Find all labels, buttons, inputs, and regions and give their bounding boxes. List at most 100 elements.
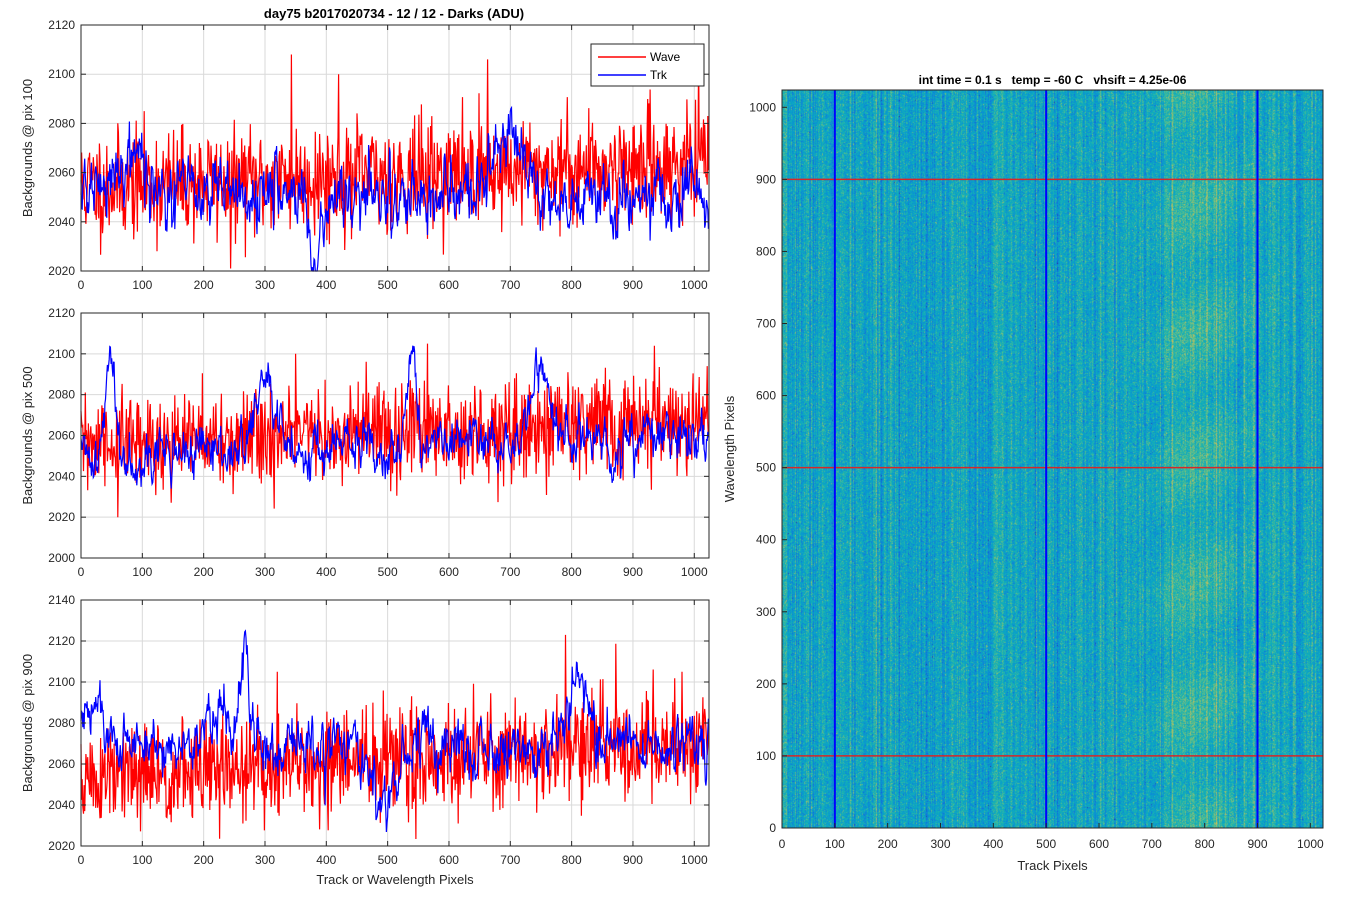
x-tick-label: 500 [378,565,398,579]
x-tick-label: 0 [78,278,85,292]
heatmap-panel: int time = 0.1 s temp = -60 C vhsift = 4… [722,73,1324,873]
y-tick-label: 2040 [48,798,75,812]
panel-pix-900: 0 100 200 300 400 500 600 700 800 900 1000 2020 204… [20,593,710,887]
x-tick-label: 700 [500,565,520,579]
heatmap-cut-lines [782,90,1323,828]
trk-line [80,629,709,833]
x-tick-label: 400 [316,853,336,867]
heatmap-x-label: Track Pixels [1017,858,1088,873]
panel-pix-500-y-label: Backgrounds @ pix 500 [20,366,35,504]
x-tick-label: 0 [78,853,85,867]
y-tick-label: 2000 [48,551,75,565]
x-tick-label: 600 [439,853,459,867]
y-tick-label: 100 [756,749,776,763]
y-tick-label: 500 [756,461,776,475]
y-tick-label: 1000 [749,100,776,114]
x-tick-label: 100 [132,565,152,579]
x-tick-label: 300 [930,837,950,851]
y-tick-label: 2020 [48,510,75,524]
x-tick-label: 600 [439,278,459,292]
x-tick-label: 700 [500,853,520,867]
x-tick-label: 1000 [681,278,708,292]
panel-pix-100-x-ticks: 0 100 200 300 400 500 600 700 800 900 1000 [78,25,708,292]
panel-pix-500: 0 100 200 300 400 500 600 700 800 900 1000 2000 202… [20,306,710,579]
x-tick-label: 300 [255,853,275,867]
panel-pix-900-x-label: Track or Wavelength Pixels [316,872,474,887]
panel-pix-900-x-ticks: 0 100 200 300 400 500 600 700 800 900 1000 [78,600,708,867]
x-tick-label: 500 [378,853,398,867]
x-tick-label: 800 [562,853,582,867]
panel-pix-900-grid [80,599,709,847]
y-tick-label: 800 [756,244,776,258]
x-tick-label: 700 [500,278,520,292]
legend: Wave Trk [590,43,705,87]
y-tick-label: 200 [756,677,776,691]
x-tick-label: 1000 [681,853,708,867]
x-tick-label: 900 [623,565,643,579]
legend-trk-label: Trk [650,68,668,82]
x-tick-label: 500 [1036,837,1056,851]
y-tick-label: 2100 [48,347,75,361]
x-tick-label: 900 [1247,837,1267,851]
x-tick-label: 300 [255,565,275,579]
x-tick-label: 200 [878,837,898,851]
heatmap-y-label: Wavelength Pixels [722,395,737,502]
x-tick-label: 400 [983,837,1003,851]
y-tick-label: 400 [756,533,776,547]
y-tick-label: 2080 [48,388,75,402]
x-tick-label: 800 [562,565,582,579]
y-tick-label: 2100 [48,675,75,689]
panel-pix-100-trk-series [80,105,709,272]
y-tick-label: 900 [756,172,776,186]
figure-title: day75 b2017020734 - 12 / 12 - Darks (ADU… [264,6,524,21]
y-tick-label: 0 [769,821,776,835]
wave-line [80,634,709,840]
x-tick-label: 600 [1089,837,1109,851]
y-tick-label: 2020 [48,264,75,278]
y-tick-label: 2040 [48,469,75,483]
panel-pix-900-wave-series [80,634,709,840]
panel-pix-500-y-ticks: 2000 2020 2040 2060 2080 2100 2120 [48,306,709,565]
heatmap-frame [781,89,1324,829]
legend-wave-label: Wave [650,50,681,64]
wave-line [80,343,709,518]
legend-box [590,43,705,87]
x-tick-label: 200 [194,853,214,867]
x-tick-label: 700 [1142,837,1162,851]
y-tick-label: 2080 [48,116,75,130]
x-tick-label: 300 [255,278,275,292]
y-tick-label: 2120 [48,306,75,320]
heatmap-image [782,90,1323,828]
y-tick-label: 2020 [48,839,75,853]
y-tick-label: 2100 [48,67,75,81]
heatmap-title: int time = 0.1 s temp = -60 C vhsift = 4… [919,73,1187,87]
heatmap-y-ticks: 0 100 200 300 400 500 600 700 800 900 1000 [749,100,787,835]
panel-pix-100: 0 100 200 300 400 500 600 700 800 900 1000 2020 204… [20,18,710,292]
x-tick-label: 0 [78,565,85,579]
panel-pix-100-y-ticks: 2020 2040 2060 2080 2100 2120 [48,18,709,278]
panel-pix-900-y-ticks: 2020 2040 2060 2080 2100 2120 2140 [48,593,709,853]
x-tick-label: 100 [825,837,845,851]
panel-pix-900-y-label: Backgrounds @ pix 900 [20,654,35,792]
y-tick-label: 2060 [48,757,75,771]
x-tick-label: 200 [194,565,214,579]
x-tick-label: 900 [623,278,643,292]
x-tick-label: 400 [316,278,336,292]
y-tick-label: 2140 [48,593,75,607]
panel-pix-100-frame [80,24,710,272]
panel-pix-500-x-ticks: 0 100 200 300 400 500 600 700 800 900 1000 [78,313,708,579]
y-tick-label: 700 [756,317,776,331]
x-tick-label: 500 [378,278,398,292]
x-tick-label: 100 [132,853,152,867]
y-tick-label: 2120 [48,634,75,648]
y-tick-label: 2060 [48,429,75,443]
heatmap-x-ticks: 0 100 200 300 400 500 600 700 800 900 1000 [779,823,1324,851]
trk-line [80,105,709,272]
x-tick-label: 1000 [1297,837,1324,851]
panel-pix-900-trk-series [80,629,709,833]
y-tick-label: 2040 [48,215,75,229]
x-tick-label: 100 [132,278,152,292]
trk-line [80,345,709,489]
y-tick-label: 2080 [48,716,75,730]
